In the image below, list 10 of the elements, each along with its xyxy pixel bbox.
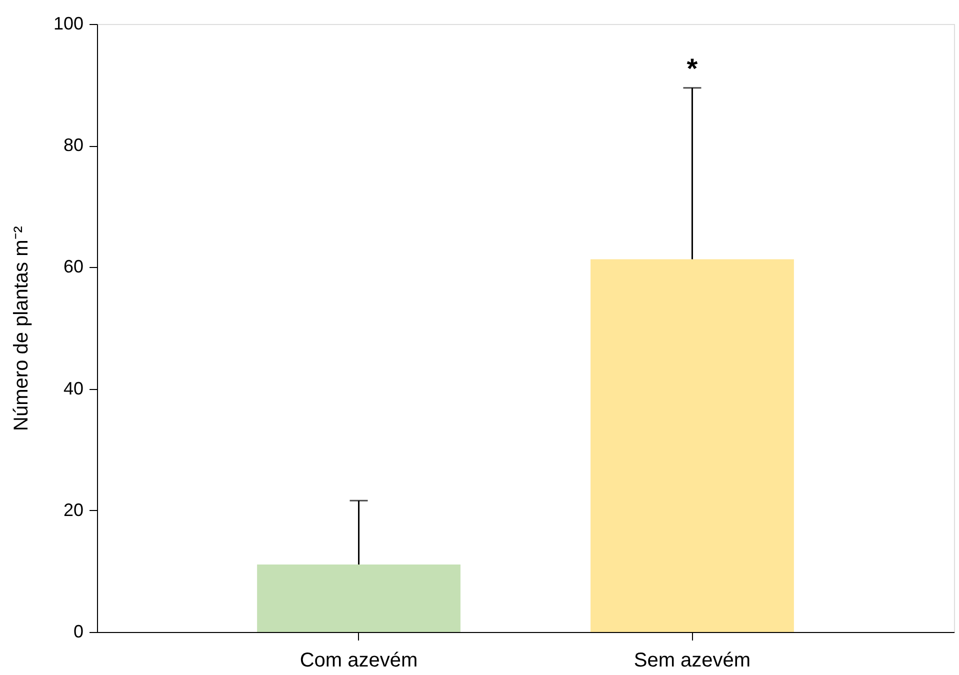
y-axis-title: Número de plantas m⁻² xyxy=(10,226,32,431)
x-tick-label: Sem azevém xyxy=(634,650,751,672)
y-tick-label: 60 xyxy=(63,256,84,277)
annotation: * xyxy=(686,52,698,84)
x-tick-label: Com azevém xyxy=(300,650,418,672)
y-tick-label: 40 xyxy=(63,378,84,398)
y-tick-label: 0 xyxy=(73,622,84,642)
y-tick-label: 20 xyxy=(63,500,84,520)
y-tick-label: 100 xyxy=(53,14,84,34)
y-tick-label: 80 xyxy=(63,135,84,156)
